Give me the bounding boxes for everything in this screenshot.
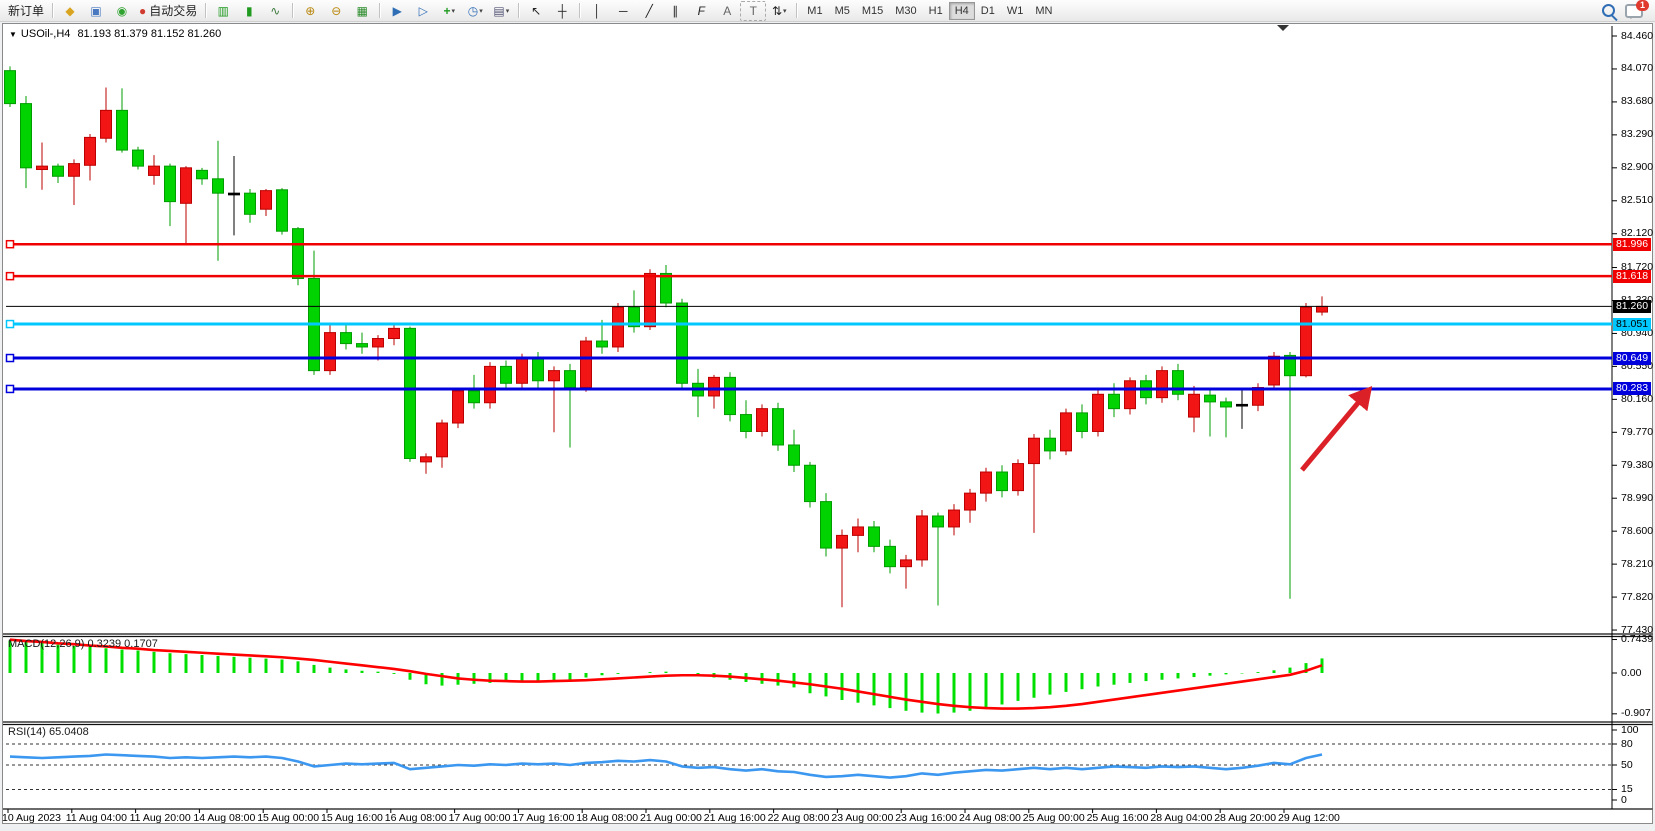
- timeframe-button-mn[interactable]: MN: [1035, 4, 1053, 17]
- toolbar: 新订单 ◆ ▣ ◉ ● 自动交易 ▥ ▮ ∿ ⊕ ⊖ ▦ ▶ ▷ + ▾ ◷ ▾…: [0, 0, 1655, 22]
- toolbar-separator: [292, 3, 294, 18]
- text-tool-icon[interactable]: A: [723, 3, 732, 18]
- templates-button[interactable]: ▤ ▾: [488, 1, 514, 21]
- notification-badge: 1: [1636, 0, 1649, 11]
- zoom-out-icon[interactable]: ⊖: [331, 3, 342, 18]
- toolbar-separator: [796, 3, 798, 18]
- mql-terminal-icon[interactable]: ▣: [90, 3, 102, 18]
- trend-line-tool-icon[interactable]: ╱: [645, 3, 653, 18]
- new-order-button[interactable]: 新订单: [8, 4, 45, 18]
- timeframe-button-m1[interactable]: M1: [807, 4, 823, 17]
- candlesticks: [4, 66, 1328, 608]
- cursor-tool-icon[interactable]: ↖: [531, 3, 542, 18]
- arrow-tools-icon: ⇅: [771, 3, 783, 18]
- periods-button[interactable]: ◷ ▾: [462, 1, 488, 21]
- rsi-pane: [6, 729, 1617, 801]
- chevron-down-icon: ▾: [505, 7, 510, 15]
- horizontal-line-tool-icon[interactable]: ─: [619, 3, 628, 18]
- tile-windows-icon[interactable]: ▦: [356, 3, 368, 18]
- timeframe-group: M1 M5 M15 M30 H1 H4 D1 W1 MN: [801, 1, 1058, 20]
- text-label-tool-icon[interactable]: T: [740, 0, 767, 21]
- equidistant-channel-tool-icon[interactable]: ∥: [672, 3, 679, 18]
- toolbar-separator: [52, 3, 54, 18]
- timeframe-button-h1[interactable]: H1: [928, 4, 943, 17]
- add-indicator-button[interactable]: + ▾: [436, 1, 462, 21]
- horizontal-lines: [5, 239, 1612, 394]
- macd-pane: [8, 638, 1617, 715]
- rsi-line: [9, 753, 1323, 779]
- bar-chart-icon[interactable]: ▥: [217, 3, 229, 18]
- toolbar-separator: [379, 3, 381, 18]
- fibonacci-tool-icon[interactable]: F: [697, 3, 705, 18]
- templates-icon: ▤: [493, 3, 505, 18]
- vertical-line-tool-icon[interactable]: │: [593, 3, 602, 18]
- line-chart-icon[interactable]: ∿: [270, 3, 281, 18]
- arrow-tools-button[interactable]: ⇅ ▾: [766, 1, 792, 21]
- time-axis: [7, 809, 1285, 813]
- zoom-in-icon[interactable]: ⊕: [305, 3, 316, 18]
- timeframe-button-d1[interactable]: D1: [980, 4, 995, 17]
- crosshair-tool-icon[interactable]: ┼: [558, 3, 567, 18]
- chart-shift-marker: [1277, 25, 1289, 31]
- chat-icon[interactable]: 1: [1625, 0, 1649, 19]
- candlestick-chart-icon[interactable]: ▮: [245, 3, 253, 18]
- auto-scroll-icon[interactable]: ▶: [392, 3, 402, 18]
- timeframe-button-w1[interactable]: W1: [1006, 4, 1024, 17]
- pane-borders: [3, 26, 1653, 810]
- signal-service-icon[interactable]: ◉: [116, 3, 128, 18]
- search-icon[interactable]: [1602, 4, 1615, 17]
- toolbar-separator: [205, 3, 207, 18]
- chevron-down-icon: ▾: [479, 7, 483, 15]
- macd-signal-line: [9, 638, 1323, 710]
- timeframe-button-h4[interactable]: H4: [948, 1, 975, 20]
- add-indicator-icon: +: [443, 3, 451, 18]
- autotrade-icon: ●: [139, 3, 147, 18]
- toolbar-right-group: 1: [1602, 0, 1651, 19]
- toolbar-separator: [579, 3, 581, 18]
- chart-shift-icon[interactable]: ▷: [418, 3, 428, 18]
- autotrade-button[interactable]: ● 自动交易: [135, 1, 201, 21]
- autotrade-label: 自动交易: [149, 4, 198, 18]
- clock-icon: ◷: [467, 3, 479, 18]
- toolbar-separator: [518, 3, 520, 18]
- timeframe-button-m5[interactable]: M5: [834, 4, 850, 17]
- annotation-arrow: [1300, 386, 1373, 472]
- timeframe-button-m15[interactable]: M15: [861, 4, 884, 17]
- chevron-down-icon: ▾: [451, 7, 456, 15]
- gold-stack-icon[interactable]: ◆: [65, 3, 75, 18]
- timeframe-button-m30[interactable]: M30: [895, 4, 917, 17]
- chevron-down-icon: ▾: [783, 7, 787, 15]
